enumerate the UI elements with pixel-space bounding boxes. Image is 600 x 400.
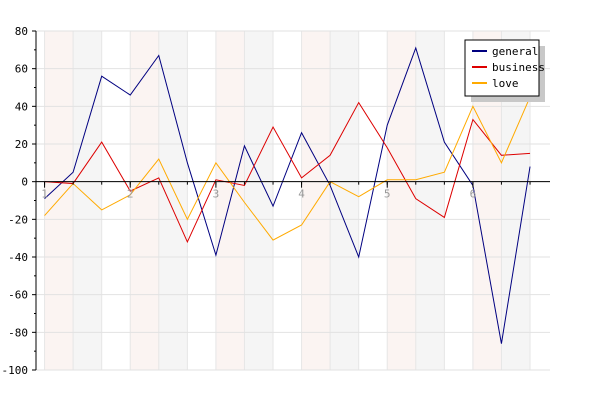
background-band <box>130 31 159 370</box>
y-tick-label: -80 <box>8 326 28 339</box>
series-line-general <box>44 46 531 344</box>
background-band <box>101 31 131 370</box>
x-tick-label: 4 <box>298 188 305 201</box>
y-tick-label: 0 <box>21 176 28 189</box>
y-tick-label: 40 <box>15 100 28 113</box>
background-band <box>73 31 102 370</box>
series-line-love <box>44 96 531 241</box>
vertical-grid <box>44 31 531 370</box>
background-band <box>387 31 416 370</box>
legend-label-love: love <box>492 77 519 90</box>
x-tick-label: 1 <box>41 188 48 201</box>
background-band <box>187 31 216 370</box>
horizontal-grid <box>36 30 550 371</box>
background-band <box>244 31 274 370</box>
y-axis-ticks: 80 60 40 20 0 -20 -40 -60 -80 -100 <box>2 25 36 377</box>
y-tick-label: -60 <box>8 289 28 302</box>
background-band <box>44 31 74 370</box>
background-band <box>358 31 388 370</box>
background-band <box>415 31 445 370</box>
legend-label-general: general <box>492 45 538 58</box>
x-tick-label: 5 <box>384 188 391 201</box>
series-line-business <box>44 101 531 244</box>
background-band <box>301 31 331 370</box>
series-lines <box>44 46 531 344</box>
x-axis-ticks: 1 2 3 4 5 6 <box>41 181 531 201</box>
y-tick-label: -100 <box>2 364 29 377</box>
y-tick-label: 80 <box>15 25 28 38</box>
y-tick-label: -40 <box>8 251 28 264</box>
legend: general business love <box>464 39 545 102</box>
background-band <box>530 31 550 370</box>
legend-label-business: business <box>492 61 545 74</box>
y-tick-label: 60 <box>15 63 28 76</box>
background-band <box>158 31 188 370</box>
y-tick-label: -20 <box>8 213 28 226</box>
plot-background-bands <box>44 31 550 370</box>
background-band <box>273 31 302 370</box>
x-tick-label: 3 <box>213 188 220 201</box>
background-band <box>330 31 359 370</box>
y-tick-label: 20 <box>15 138 28 151</box>
x-tick-label: 2 <box>127 188 134 201</box>
x-tick-label: 6 <box>470 188 477 201</box>
